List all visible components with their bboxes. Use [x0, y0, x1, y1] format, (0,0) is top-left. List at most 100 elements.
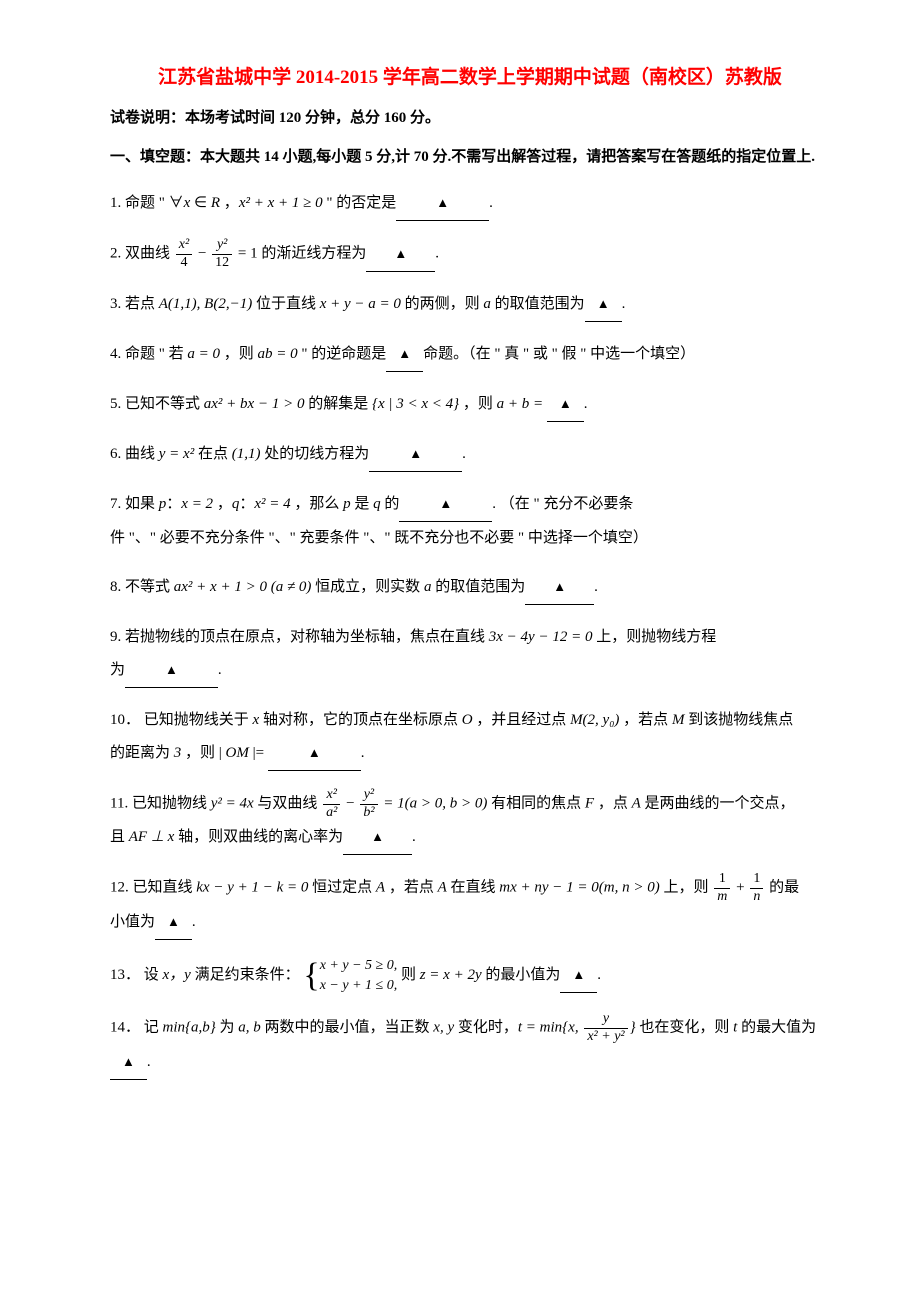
q7-c2: ：: [239, 496, 254, 512]
q14-xy: x, y: [433, 1020, 454, 1036]
q10-pre: 10． 已知抛物线关于: [110, 712, 253, 728]
q11-eq: = 1(a > 0, b > 0): [380, 796, 488, 812]
q12-m3: 在直线: [447, 880, 500, 896]
q5-pre: 5. 已知不等式: [110, 396, 204, 412]
q4-cond: a = 0: [187, 346, 220, 362]
q14-fn: y: [584, 1011, 627, 1029]
q10-l2mid: ，则 |: [181, 745, 225, 761]
q11-frac2: y²b²: [360, 787, 377, 822]
q7-comma: ，: [213, 496, 232, 512]
q14-m2: 两数中的最小值，当正数: [261, 1020, 434, 1036]
q1-expr: x² + x + 1 ≥ 0: [239, 195, 323, 211]
q11-pre: 11. 已知抛物线: [110, 796, 211, 812]
section-header: 一、填空题：本大题共 14 小题,每小题 5 分,计 70 分.不需写出解答过程…: [110, 143, 830, 172]
q2-frac2-den: 12: [212, 255, 232, 272]
q11-m1: 与双曲线: [254, 796, 322, 812]
q2-end: .: [435, 246, 439, 262]
q6-end: .: [462, 446, 466, 462]
q12-end: .: [192, 914, 196, 930]
q4-end: 命题。（在 " 真 " 或 " 假 " 中选一个填空）: [423, 346, 695, 362]
q12-line2: mx + ny − 1 = 0(m, n > 0): [499, 880, 659, 896]
q1-post: " 的否定是: [323, 195, 397, 211]
q11-A: A: [632, 796, 641, 812]
q12-f1d: m: [714, 889, 730, 906]
q12-f2n: 1: [750, 871, 763, 889]
q8-end: .: [594, 579, 598, 595]
q10-l2pre: 的距离为: [110, 745, 174, 761]
q7-pre: 7. 如果: [110, 496, 159, 512]
q7-end: . （在 " 充分不必要条: [492, 496, 633, 512]
q7-post: 的: [381, 496, 400, 512]
q11-para: y² = 4x: [211, 796, 254, 812]
q14-post: 的最大值为: [737, 1020, 816, 1036]
q4-res: ab = 0: [258, 346, 298, 362]
q2-frac2: y²12: [212, 237, 232, 272]
q5-post: ，则: [459, 396, 497, 412]
q11-l2pre: 且: [110, 829, 129, 845]
q3-end: .: [622, 296, 626, 312]
q12-pre: 12. 已知直线: [110, 880, 196, 896]
q2-blank: [366, 238, 435, 272]
q4-pre: 4. 命题 " 若: [110, 346, 187, 362]
q11-l2post: 轴，则双曲线的离心率为: [174, 829, 343, 845]
q12-frac1: 1m: [714, 871, 730, 906]
q14-end: .: [147, 1054, 151, 1070]
q1-end: .: [489, 195, 493, 211]
q11-f2d: b²: [360, 805, 377, 822]
q14-t: t = min{x,: [518, 1020, 582, 1036]
q1-mid2: ，: [220, 195, 239, 211]
q12-A: A: [376, 880, 385, 896]
q9-line: 3x − 4y − 12 = 0: [489, 629, 593, 645]
q11-frac1: x²a²: [323, 787, 340, 822]
q5-expr: a + b =: [497, 396, 544, 412]
q12-f1n: 1: [714, 871, 730, 889]
q10-m3: ，若点: [619, 712, 672, 728]
q6-curve: y = x²: [159, 446, 194, 462]
q2-frac1-num: x²: [176, 237, 192, 255]
question-13: 13． 设 x，y 满足约束条件： { x + y − 5 ≥ 0, x − y…: [110, 956, 830, 995]
q10-m1: 轴对称，它的顶点在坐标原点: [259, 712, 462, 728]
q7-q2: q: [373, 496, 381, 512]
exam-title: 江苏省盐城中学 2014-2015 学年高二数学上学期期中试题（南校区）苏教版: [110, 60, 830, 96]
q1-var2: R: [211, 195, 220, 211]
question-8: 8. 不等式 ax² + x + 1 > 0 (a ≠ 0) 恒成立，则实数 a…: [110, 571, 830, 605]
question-7: 7. 如果 p：x = 2 ，q：x² = 4 ，那么 p 是 q 的. （在 …: [110, 488, 830, 555]
q10-end: .: [361, 745, 365, 761]
q14-pre: 14． 记: [110, 1020, 163, 1036]
q13-xy: x，y: [163, 967, 191, 983]
q9-end: .: [218, 662, 222, 678]
q13-post: 的最小值为: [482, 967, 561, 983]
q11-perp: AF ⊥ x: [129, 829, 175, 845]
q12-frac2: 1n: [750, 871, 763, 906]
q5-ineq: ax² + bx − 1 > 0: [204, 396, 305, 412]
q12-f2d: n: [750, 889, 763, 906]
q11-m3: ，点: [594, 796, 632, 812]
q11-f1n: x²: [323, 787, 340, 805]
q2-minus: −: [194, 246, 210, 262]
q3-var: a: [483, 296, 491, 312]
exam-instructions: 试卷说明：本场考试时间 120 分钟，总分 160 分。: [110, 104, 830, 133]
q11-f2n: y²: [360, 787, 377, 805]
q7-qval: x² = 4: [254, 496, 290, 512]
q10-m2: ，并且经过点: [473, 712, 571, 728]
q1-blank: [396, 187, 489, 221]
q14-m1: 为: [216, 1020, 239, 1036]
q8-mid: 恒成立，则实数: [311, 579, 424, 595]
q10-O: O: [462, 712, 473, 728]
q10-post: 到该抛物线焦点: [684, 712, 793, 728]
q13-m1: 满足约束条件：: [191, 967, 300, 983]
q13-brace-content: x + y − 5 ≥ 0, x − y + 1 ≤ 0,: [320, 956, 398, 995]
q6-post: 处的切线方程为: [260, 446, 369, 462]
q12-post: 的最: [765, 880, 799, 896]
q9-blank: [125, 654, 218, 688]
q13-brace-icon: {: [303, 959, 319, 993]
q3-blank: [585, 288, 622, 322]
q13-c2: x − y + 1 ≤ 0,: [320, 976, 398, 996]
q12-m1: 恒过定点: [308, 880, 376, 896]
question-12: 12. 已知直线 kx − y + 1 − k = 0 恒过定点 A ，若点 A…: [110, 871, 830, 940]
q3-pts: A(1,1), B(2,−1): [159, 296, 252, 312]
question-6: 6. 曲线 y = x² 在点 (1,1) 处的切线方程为.: [110, 438, 830, 472]
q12-plus: +: [732, 880, 748, 896]
q14-min1: min{a,b}: [163, 1020, 216, 1036]
q2-frac1-den: 4: [176, 255, 192, 272]
